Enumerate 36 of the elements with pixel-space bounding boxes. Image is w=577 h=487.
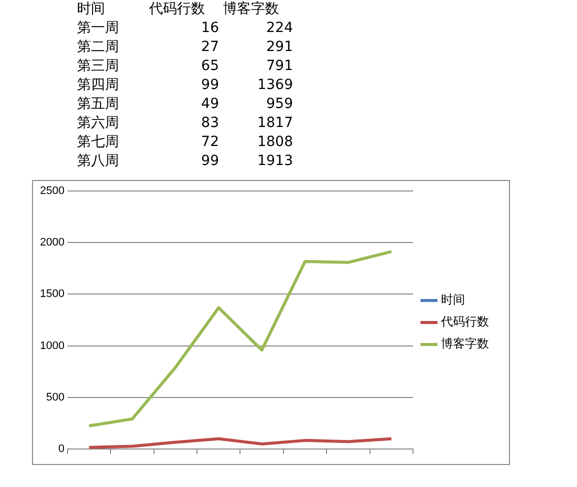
category-label: 第四周 <box>76 76 120 95</box>
category-label: 第一周 <box>76 19 120 38</box>
y-tick-label: 500 <box>46 391 64 404</box>
y-tick-label: 1500 <box>40 288 64 300</box>
category-label: 第五周 <box>76 95 120 114</box>
data-label: 1817 <box>256 114 294 133</box>
data-label: 99 <box>200 76 220 95</box>
category-label: 第六周 <box>76 114 120 133</box>
legend-label: 博客字数 <box>441 336 489 351</box>
data-label: 1913 <box>256 152 294 171</box>
y-tick-label: 1000 <box>40 340 64 352</box>
category-label: 第八周 <box>76 152 120 171</box>
data-label: 83 <box>200 114 220 133</box>
legend-label: 时间 <box>441 292 465 307</box>
data-label: 959 <box>265 95 294 114</box>
data-label: 65 <box>200 57 220 76</box>
category-label: 第三周 <box>76 57 120 76</box>
text: 博客字数 <box>222 0 280 19</box>
y-tick-label: 2000 <box>40 236 64 249</box>
data-label: 791 <box>265 57 294 76</box>
data-label: 1369 <box>256 76 294 95</box>
data-label: 16 <box>200 19 220 38</box>
data-label: 1808 <box>256 133 294 152</box>
category-label: 第二周 <box>76 38 120 57</box>
legend-label: 代码行数 <box>440 314 489 329</box>
data-label: 27 <box>200 38 220 57</box>
category-label: 第七周 <box>76 133 120 152</box>
data-label: 49 <box>200 95 220 114</box>
data-label: 291 <box>265 38 294 57</box>
data-label: 99 <box>200 152 220 171</box>
y-tick-label: 0 <box>58 443 64 456</box>
data-label: 72 <box>200 133 220 152</box>
text: 代码行数 <box>148 0 206 19</box>
y-tick-label: 2500 <box>40 185 64 198</box>
text: 时间 <box>76 0 106 19</box>
data-label: 224 <box>265 19 294 38</box>
